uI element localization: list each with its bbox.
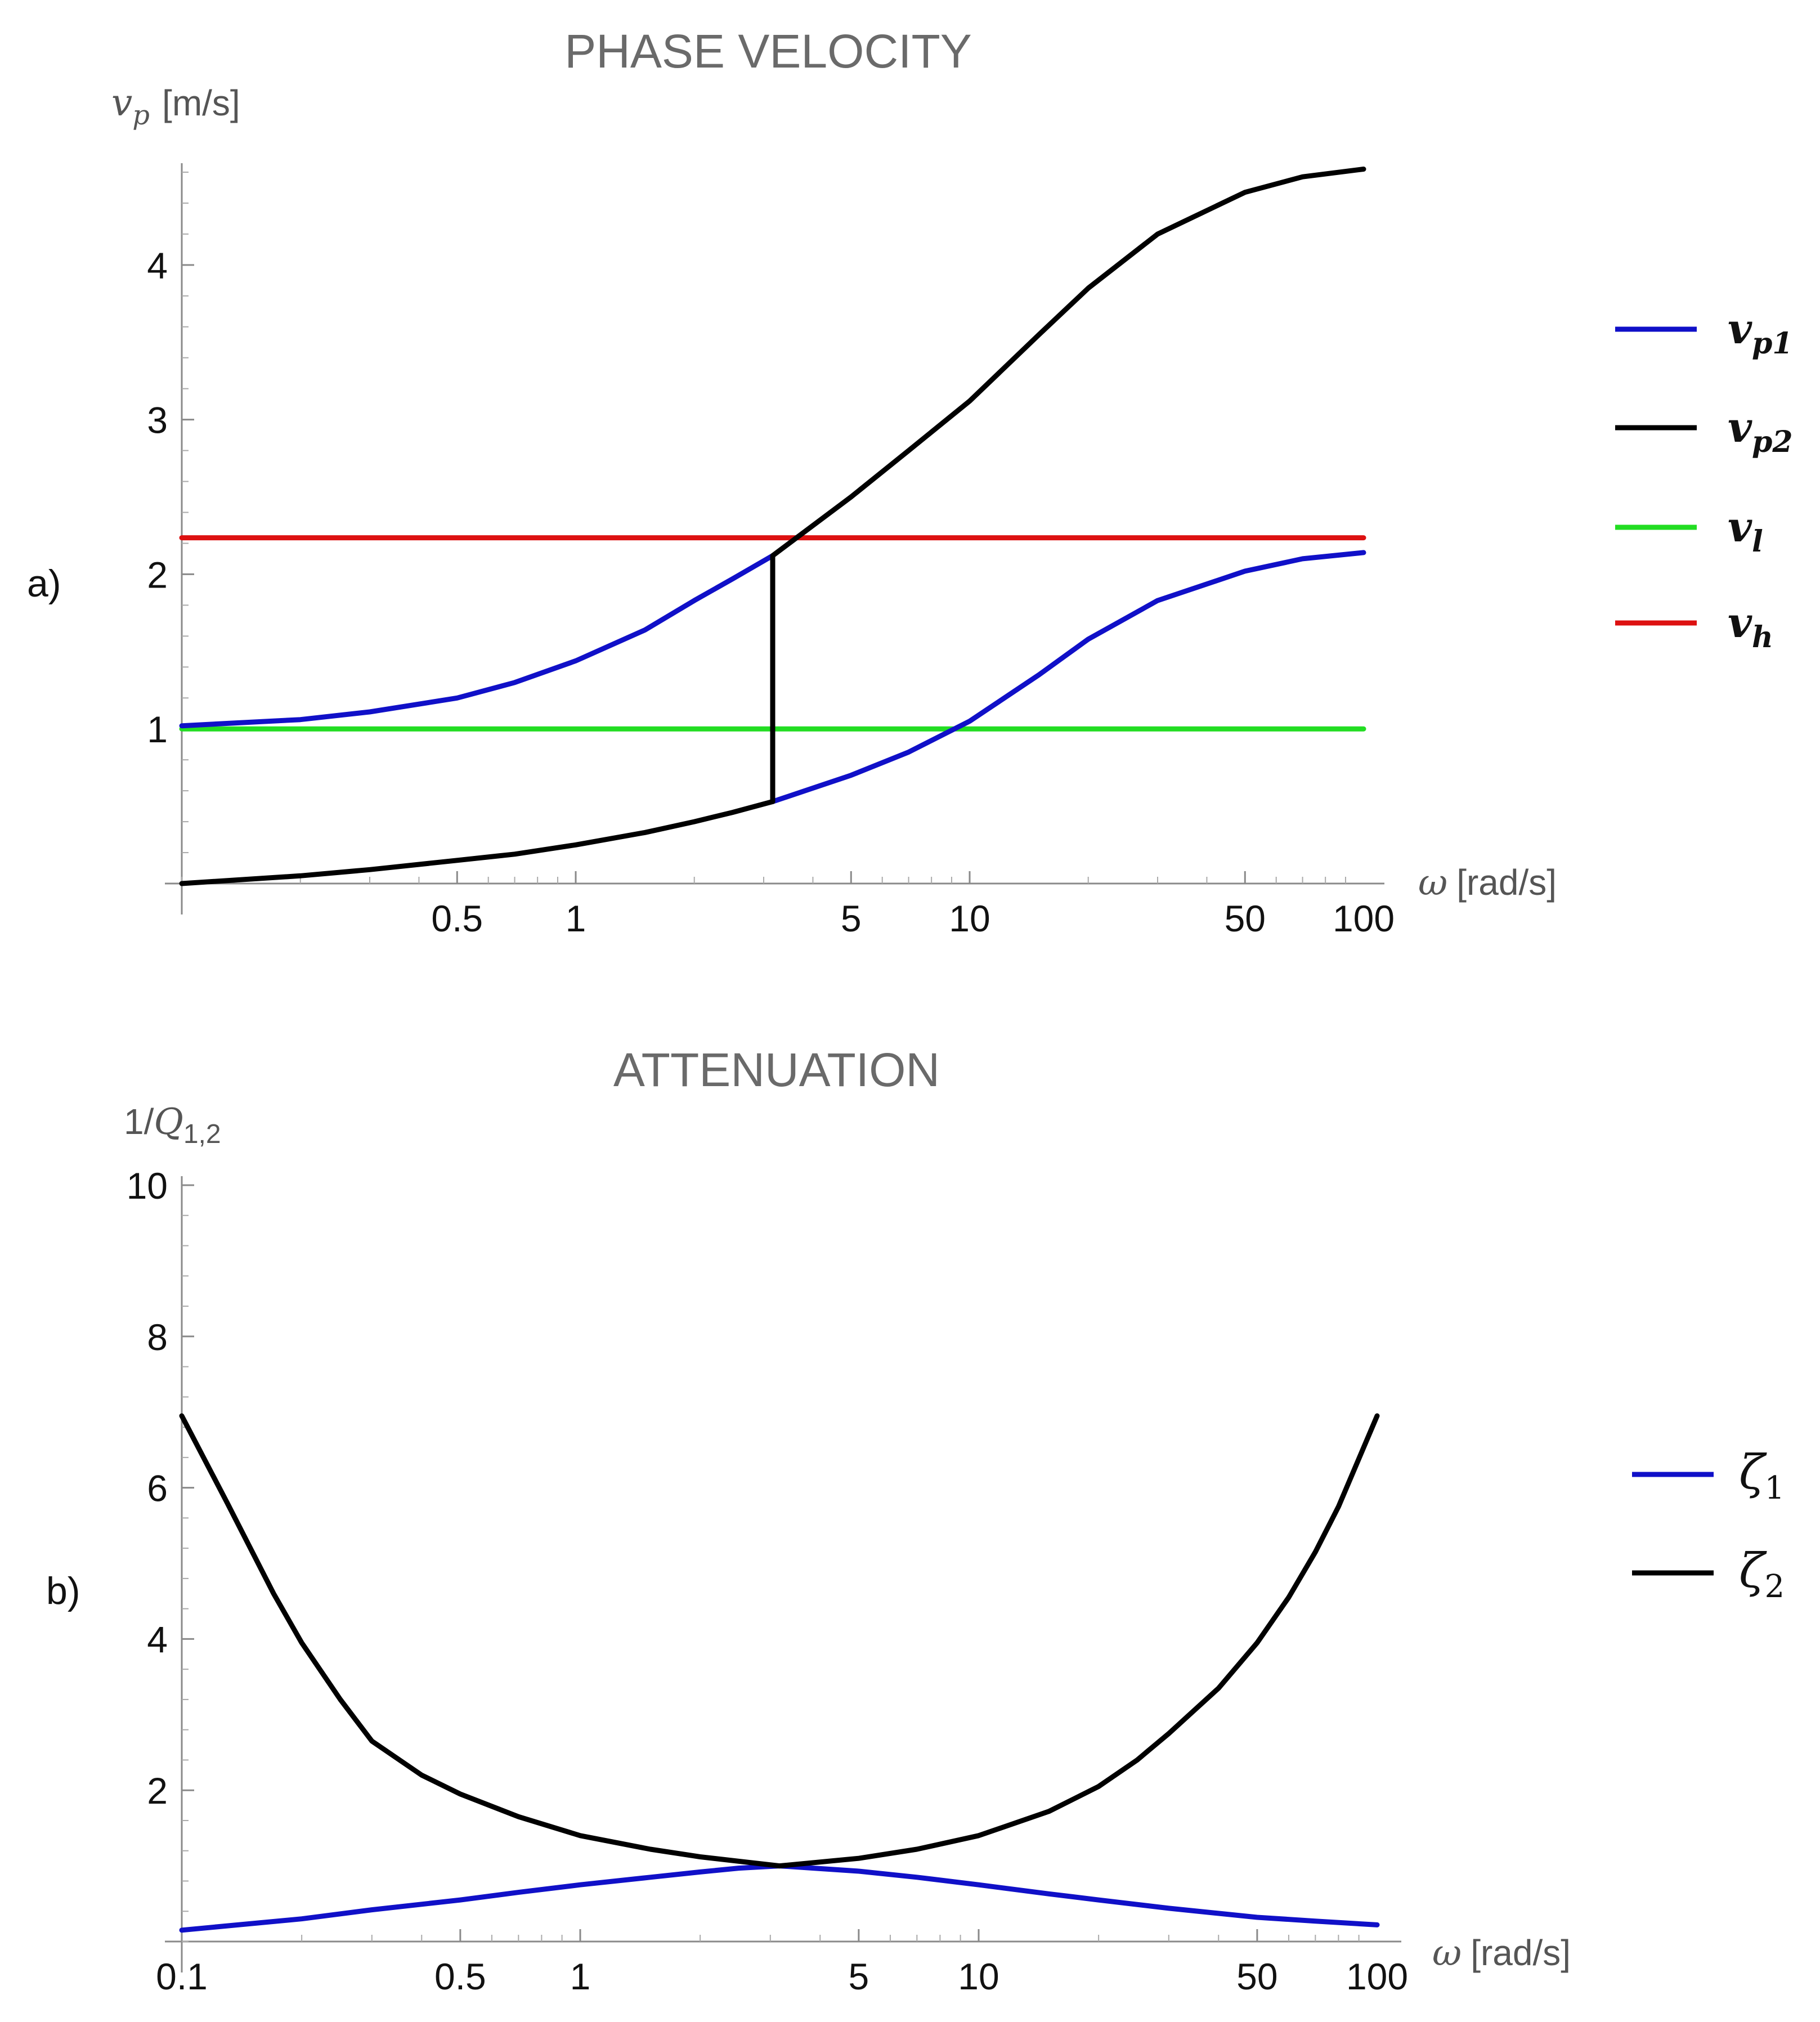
panel-b-axes xyxy=(165,1176,1401,1972)
panel-b-x-axis-label: ω [rad/s] xyxy=(1432,1933,1571,1974)
legend-label-vp2: vp2 xyxy=(1728,403,1793,459)
panel-b: ATTENUATION 1/Q1,2 b) ω [rad/s] 0.1 0.5 1 5 1… xyxy=(46,1043,1785,1997)
x-tick-label: 1 xyxy=(570,1956,591,1997)
legend-vp1-sub: p1 xyxy=(1752,326,1793,361)
panel-b-legend: ζ1 ζ2 xyxy=(1632,1445,1785,1605)
panel-a: PHASE VELOCITY vp [m/s] a) ω [rad/s] 0.5 1 5… xyxy=(27,25,1793,939)
legend-vl-sub: l xyxy=(1752,524,1763,559)
panel-a-legend: vp1 vp2 vl vh xyxy=(1615,305,1793,654)
y-tick-label: 8 xyxy=(147,1316,168,1358)
series-ζ1 xyxy=(179,1863,1380,1933)
y-tick-label: 4 xyxy=(147,1619,168,1660)
panel-b-y-axis-label: 1/Q1,2 xyxy=(124,1101,221,1149)
legend-label-vp1: vp1 xyxy=(1728,305,1793,361)
legend-zeta2-symbol: ζ xyxy=(1739,1543,1767,1598)
x-tick-label: 10 xyxy=(949,898,990,939)
panel-a-y-axis-label: vp [m/s] xyxy=(111,81,240,131)
legend-vp2-sub: p2 xyxy=(1752,425,1793,459)
panel-b-title: ATTENUATION xyxy=(613,1043,940,1096)
legend-vh-symbol: v xyxy=(1728,599,1752,647)
panel-b-y-axis-symbol: Q xyxy=(154,1101,183,1143)
legend-item-zeta2: ζ2 xyxy=(1632,1543,1785,1605)
y-tick-label: 2 xyxy=(147,1770,168,1812)
y-tick-label: 3 xyxy=(147,400,168,441)
series-vp1-lower xyxy=(770,550,1366,804)
x-tick-label: 0.1 xyxy=(156,1956,208,1997)
legend-vl-symbol: v xyxy=(1728,503,1752,552)
y-tick-label: 4 xyxy=(147,245,168,286)
x-tick-label: 100 xyxy=(1333,898,1395,939)
legend-label-zeta2: ζ2 xyxy=(1739,1543,1785,1605)
series-vp2-upper xyxy=(770,167,1366,558)
legend-zeta2-sub: 2 xyxy=(1765,1568,1785,1605)
panel-a-label: a) xyxy=(27,562,61,605)
y-tick-label: 2 xyxy=(147,554,168,595)
x-tick-label: 10 xyxy=(958,1956,999,1997)
x-tick-label: 5 xyxy=(849,1956,869,1997)
panel-a-x-axis-symbol: ω xyxy=(1418,862,1447,904)
legend-item-zeta1: ζ1 xyxy=(1632,1445,1785,1507)
x-tick-label: 100 xyxy=(1346,1956,1408,1997)
panel-b-y-axis-prefix: 1/ xyxy=(124,1101,154,1142)
legend-vp1-symbol: v xyxy=(1728,305,1752,353)
legend-item-vl: vl xyxy=(1615,503,1763,559)
y-tick-label: 10 xyxy=(127,1165,168,1207)
y-tick-label: 1 xyxy=(147,709,168,750)
x-tick-label: 50 xyxy=(1236,1956,1277,1997)
panel-b-label: b) xyxy=(46,1570,80,1612)
series-vp1-upper xyxy=(179,553,775,729)
panel-a-ticks: 0.5 1 5 10 50 100 1 2 3 4 xyxy=(147,171,1395,939)
legend-vp2-symbol: v xyxy=(1728,403,1752,452)
series-ζ2 xyxy=(179,1413,1380,1869)
series-vp2-lower xyxy=(179,799,775,886)
legend-item-vp1: vp1 xyxy=(1615,305,1793,361)
panel-a-title: PHASE VELOCITY xyxy=(564,25,972,78)
panel-a-y-axis-symbol: v xyxy=(111,81,132,124)
legend-label-zeta1: ζ1 xyxy=(1739,1445,1785,1507)
panel-a-series xyxy=(179,167,1366,886)
legend-label-vl: vl xyxy=(1728,503,1763,559)
legend-label-vh: vh xyxy=(1728,599,1773,654)
panel-a-y-axis-sub: p xyxy=(132,100,150,131)
legend-zeta1-symbol: ζ xyxy=(1739,1445,1767,1500)
x-tick-label: 0.5 xyxy=(434,1956,486,1997)
panel-a-x-axis-unit: [rad/s] xyxy=(1456,862,1557,903)
x-tick-label: 0.5 xyxy=(431,898,483,939)
panel-b-y-axis-sub: 1,2 xyxy=(183,1119,221,1149)
panel-a-y-axis-unit: [m/s] xyxy=(162,83,240,123)
panel-b-series xyxy=(179,1413,1380,1933)
legend-zeta1-sub: 1 xyxy=(1765,1470,1785,1507)
panel-b-x-axis-symbol: ω xyxy=(1432,1933,1462,1974)
x-tick-label: 1 xyxy=(566,898,586,939)
panel-b-x-axis-unit: [rad/s] xyxy=(1471,1933,1571,1973)
panel-a-x-axis-label: ω [rad/s] xyxy=(1418,862,1557,904)
legend-item-vp2: vp2 xyxy=(1615,403,1793,459)
y-tick-label: 6 xyxy=(147,1468,168,1509)
legend-vh-sub: h xyxy=(1752,620,1773,654)
x-tick-label: 5 xyxy=(841,898,862,939)
x-tick-label: 50 xyxy=(1225,898,1266,939)
panel-b-ticks: 0.1 0.5 1 5 10 50 100 2 4 6 8 10 xyxy=(127,1165,1408,1997)
legend-item-vh: vh xyxy=(1615,599,1773,654)
